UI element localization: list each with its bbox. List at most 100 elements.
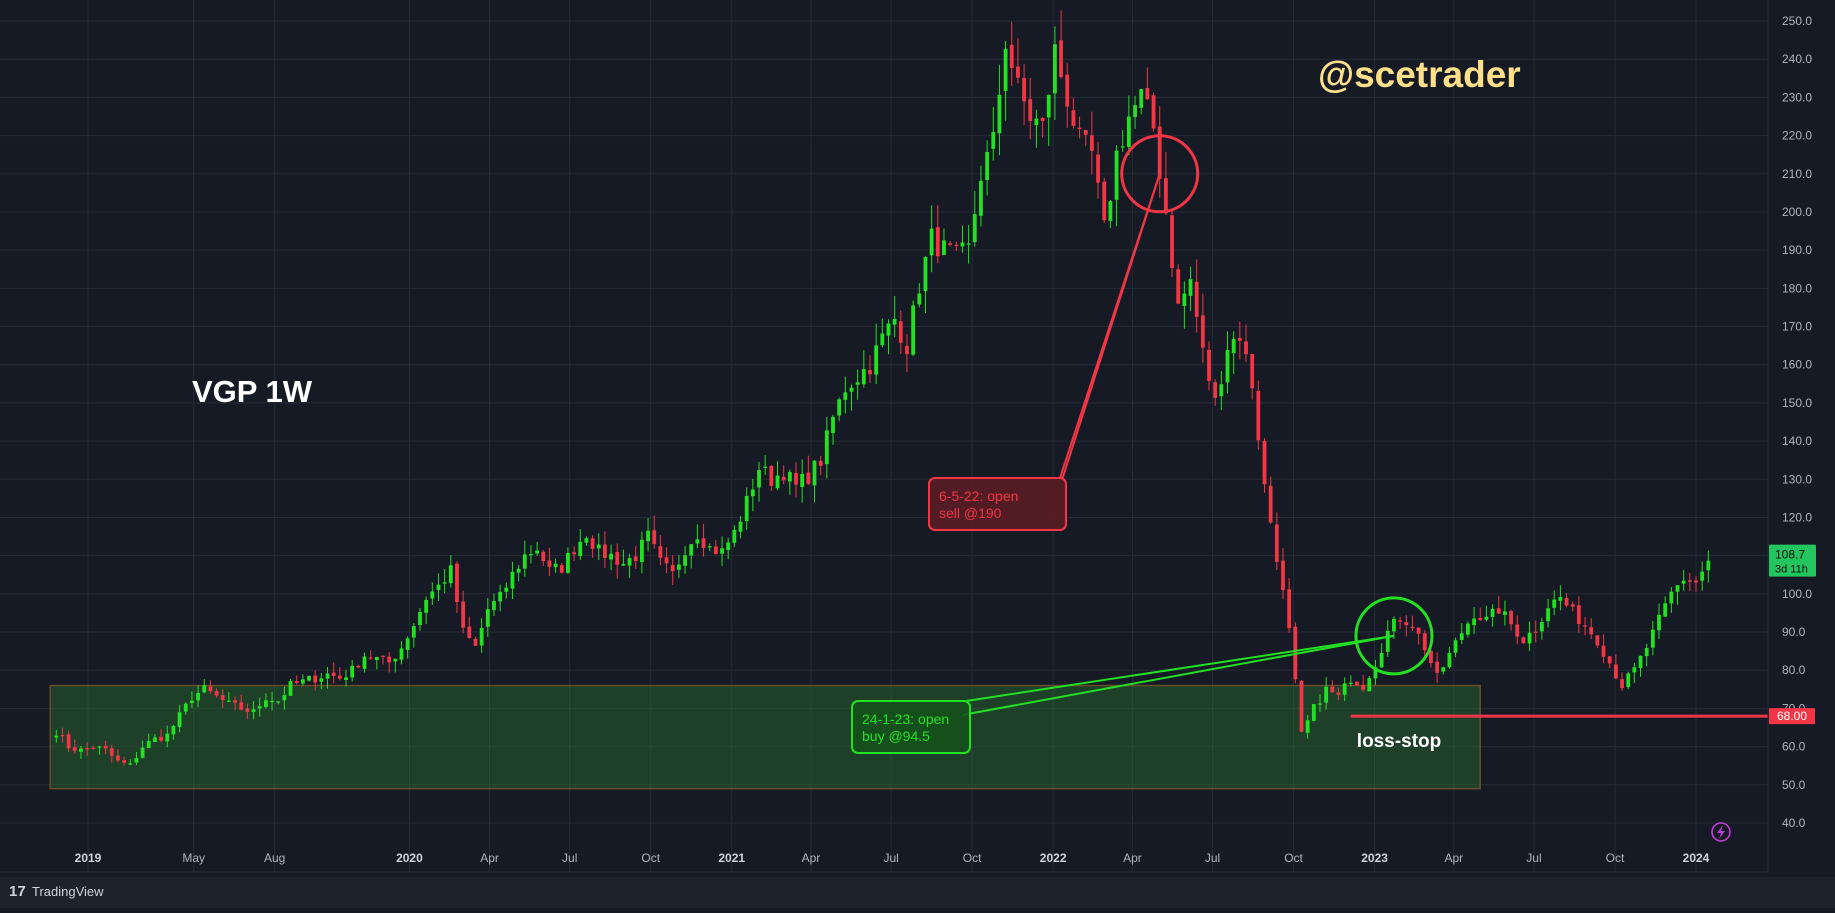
candle[interactable] <box>251 701 256 720</box>
candle[interactable] <box>1163 151 1168 215</box>
candle[interactable] <box>1447 646 1452 669</box>
candle[interactable] <box>1305 715 1310 739</box>
candle[interactable] <box>196 685 200 708</box>
candle[interactable] <box>843 376 848 414</box>
candle[interactable] <box>1009 21 1014 86</box>
candle[interactable] <box>676 554 681 578</box>
candle[interactable] <box>109 744 114 763</box>
candle[interactable] <box>122 756 127 766</box>
candle[interactable] <box>1521 636 1526 645</box>
candle[interactable] <box>898 310 903 355</box>
candle[interactable] <box>942 228 946 256</box>
candle[interactable] <box>492 593 496 617</box>
candle[interactable] <box>1552 590 1557 616</box>
candle[interactable] <box>590 535 595 558</box>
candle[interactable] <box>578 529 583 561</box>
candle[interactable] <box>1435 652 1440 683</box>
candle[interactable] <box>1472 607 1476 635</box>
candle[interactable] <box>1478 607 1483 622</box>
candle[interactable] <box>1250 353 1255 400</box>
candle[interactable] <box>1336 687 1341 700</box>
candle[interactable] <box>208 680 213 694</box>
candle[interactable] <box>220 689 225 708</box>
candle[interactable] <box>750 478 755 512</box>
candle[interactable] <box>1219 370 1224 410</box>
candle[interactable] <box>1392 616 1396 640</box>
candle[interactable] <box>1385 620 1390 657</box>
candle[interactable] <box>1342 677 1347 702</box>
candle[interactable] <box>1348 675 1353 687</box>
candle[interactable] <box>732 524 737 548</box>
candle[interactable] <box>72 739 77 754</box>
candle[interactable] <box>917 283 922 308</box>
candle[interactable] <box>1490 604 1495 627</box>
candle[interactable] <box>985 140 990 196</box>
candle[interactable] <box>1539 617 1544 640</box>
candle[interactable] <box>1515 615 1520 645</box>
candle[interactable] <box>633 545 638 569</box>
candle[interactable] <box>1657 603 1661 640</box>
candle[interactable] <box>1059 10 1063 79</box>
candle[interactable] <box>387 652 392 673</box>
candle[interactable] <box>368 650 373 661</box>
candle[interactable] <box>1207 341 1211 391</box>
candle[interactable] <box>183 702 188 715</box>
candle[interactable] <box>1274 512 1279 571</box>
candle[interactable] <box>886 319 891 355</box>
candle[interactable] <box>1453 637 1458 658</box>
candle[interactable] <box>1576 596 1581 634</box>
candle[interactable] <box>1459 623 1464 645</box>
candle[interactable] <box>652 515 657 549</box>
candle[interactable] <box>1034 109 1039 148</box>
candle[interactable] <box>128 759 133 766</box>
candle[interactable] <box>1694 576 1698 592</box>
candle[interactable] <box>455 561 459 614</box>
candle[interactable] <box>393 658 398 673</box>
candle[interactable] <box>190 691 194 709</box>
candle[interactable] <box>905 333 909 373</box>
candle[interactable] <box>350 659 355 682</box>
candle[interactable] <box>226 691 231 702</box>
candle[interactable] <box>824 416 829 479</box>
candle[interactable] <box>1546 598 1550 628</box>
candle[interactable] <box>689 543 694 569</box>
candle[interactable] <box>263 693 268 709</box>
candle[interactable] <box>972 191 977 247</box>
candle[interactable] <box>621 549 626 567</box>
candle[interactable] <box>855 369 860 400</box>
candle[interactable] <box>713 540 718 555</box>
candle[interactable] <box>1311 704 1316 722</box>
candle[interactable] <box>892 296 897 337</box>
candle[interactable] <box>1663 596 1668 618</box>
candle[interactable] <box>615 543 620 579</box>
candle[interactable] <box>60 727 65 743</box>
candle[interactable] <box>1398 616 1403 629</box>
candle[interactable] <box>159 729 164 743</box>
candle[interactable] <box>1028 77 1033 140</box>
candle[interactable] <box>103 740 108 755</box>
candle[interactable] <box>1687 572 1692 592</box>
candle[interactable] <box>313 670 318 691</box>
candle[interactable] <box>658 535 663 566</box>
candle[interactable] <box>726 537 731 560</box>
candle[interactable] <box>239 694 244 711</box>
candle[interactable] <box>153 734 157 743</box>
candle[interactable] <box>1355 681 1359 686</box>
candle[interactable] <box>1126 95 1131 156</box>
candle[interactable] <box>276 700 281 705</box>
candle[interactable] <box>1613 654 1618 680</box>
price-axis[interactable]: 250.0 240.0 230.0 220.0 210.0 200.0 190.0 180.0… <box>1767 0 1835 908</box>
candle[interactable] <box>1145 67 1150 101</box>
candle[interactable] <box>911 300 916 357</box>
candle[interactable] <box>929 205 934 273</box>
candle[interactable] <box>214 688 219 698</box>
candle[interactable] <box>1040 117 1045 138</box>
candle[interactable] <box>1324 677 1329 710</box>
candle[interactable] <box>1170 210 1174 278</box>
candle[interactable] <box>769 465 774 491</box>
time-axis[interactable]: 2019 May Aug 2020 Apr Jul Oct 2021 Apr Jul Oct 2022… <box>0 851 1835 908</box>
candle[interactable] <box>337 667 342 681</box>
candle[interactable] <box>1681 570 1686 591</box>
